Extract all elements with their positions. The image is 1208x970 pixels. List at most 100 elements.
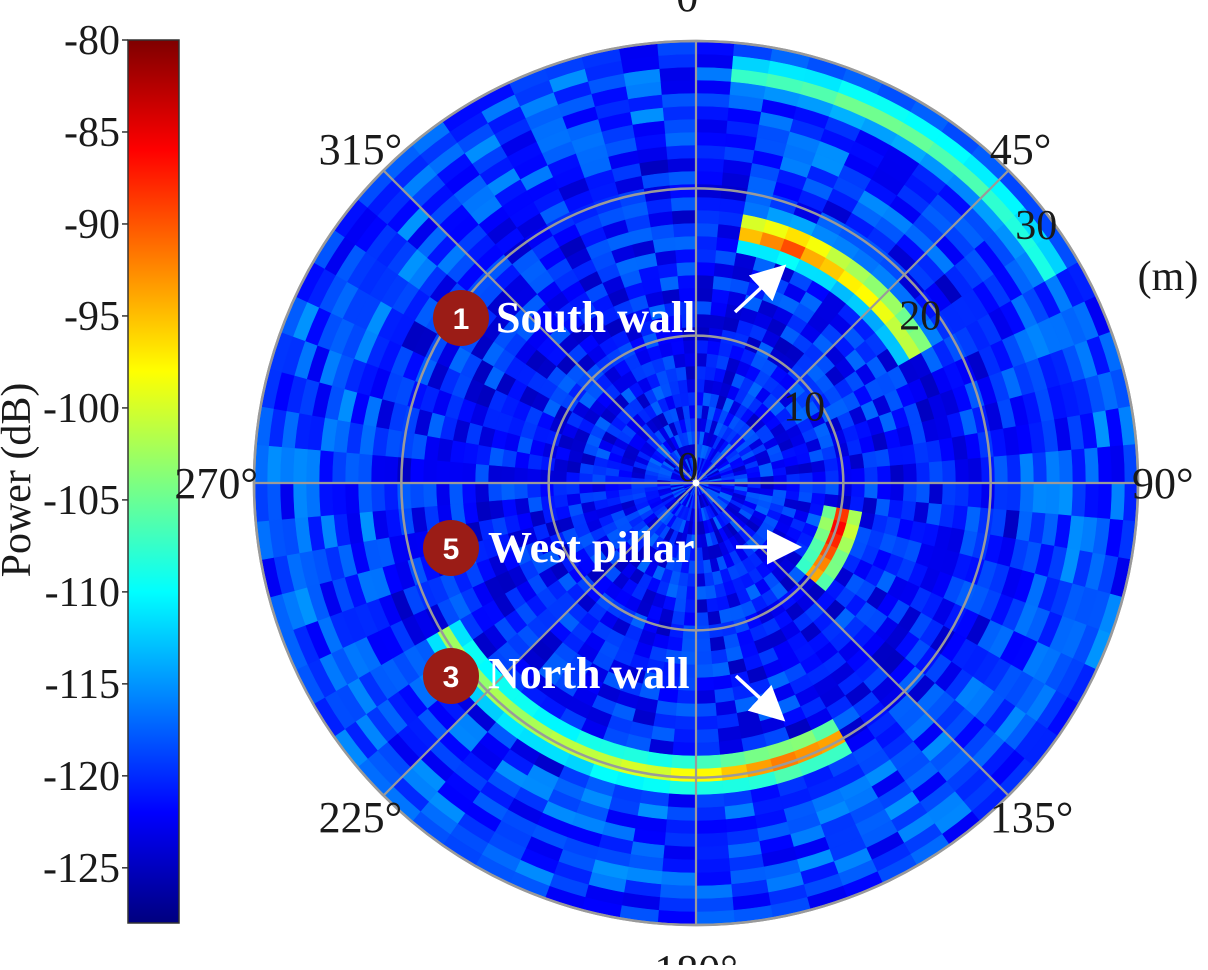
heatmap-cell [662, 845, 697, 861]
heatmap-cell [1019, 482, 1035, 513]
heatmap-cell [786, 482, 801, 493]
heatmap-cell [1110, 445, 1126, 484]
angular-tick-label: 0° [676, 0, 716, 21]
colorbar-tick: -95 [64, 294, 128, 340]
heatmap-cell [1058, 482, 1074, 517]
heatmap-cell [1071, 482, 1087, 518]
angular-tick-labels: 0° 45° 90° 135° 180° 225° 270° 315° [174, 0, 1193, 970]
heatmap-cell [889, 482, 905, 502]
angular-tick-label: 315° [319, 125, 403, 174]
heatmap-cell [318, 482, 334, 517]
heatmap-cell [695, 741, 721, 757]
heatmap-cell [552, 470, 567, 484]
heatmap-cell [331, 482, 347, 516]
heatmap-cell [695, 144, 726, 160]
heatmap-cell [667, 793, 697, 809]
heatmap-cell [357, 453, 373, 484]
colorbar-tick-label: -85 [64, 110, 120, 156]
angular-tick-label: 135° [990, 793, 1074, 842]
heatmap-cell [864, 482, 879, 500]
heatmap-cell [812, 471, 827, 484]
heatmap-cell [695, 248, 717, 264]
heatmap-cell [980, 456, 996, 484]
heatmap-cell [461, 482, 477, 504]
heatmap-cell [526, 467, 541, 484]
heatmap-cell [695, 105, 730, 121]
colorbar-tick-label: -105 [43, 478, 120, 524]
heatmap-cell [851, 467, 866, 484]
heatmap-cell [695, 157, 725, 173]
heatmap-cell [695, 196, 722, 212]
heatmap-cell [695, 586, 707, 601]
grid-spoke [695, 482, 1010, 797]
annotation-north-wall: 3 North wall [423, 648, 786, 722]
heatmap-cell [695, 53, 734, 69]
heatmap-cell [695, 897, 734, 913]
heatmap-cell [695, 209, 721, 225]
heatmap-cell [604, 482, 619, 492]
heatmap-cell [666, 806, 697, 822]
heatmap-cell [318, 449, 334, 484]
heatmap-cell [695, 235, 718, 251]
heatmap-cell [331, 450, 347, 484]
heatmap-cell [711, 661, 731, 678]
heatmap-cell [928, 461, 944, 484]
heatmap-cell [553, 493, 569, 509]
heatmap-cell [1084, 482, 1100, 519]
heatmap-cell [474, 463, 490, 484]
heatmap-cell [539, 482, 554, 497]
heatmap-cell [671, 209, 697, 225]
heatmap-cell [396, 456, 412, 484]
heatmap-cell [915, 462, 931, 484]
heatmap-cell [578, 472, 593, 484]
heatmap-cell [874, 448, 891, 468]
heatmap-cell [1045, 450, 1061, 484]
heatmap-cell [1019, 453, 1035, 484]
heatmap-cell [266, 482, 282, 521]
heatmap-cell [889, 464, 905, 484]
radial-tick-label: 0 [678, 445, 699, 491]
heatmap-cell [1097, 482, 1113, 520]
heatmap-cell [695, 170, 724, 186]
colorbar-ticks: -80 -85 -90 -95 -100 -105 -110 -115 -120 -125 [43, 18, 128, 892]
heatmap-cell [798, 462, 813, 475]
heatmap-cell [370, 454, 386, 484]
heatmap-cell [695, 767, 723, 783]
heatmap-cell [661, 858, 697, 874]
colorbar-tick: -90 [64, 202, 128, 248]
heatmap-cell [660, 79, 697, 95]
heatmap-cell [448, 482, 464, 505]
colorbar-tick: -125 [43, 846, 128, 892]
heatmap-cell [902, 482, 918, 503]
heatmap-cell [954, 458, 970, 484]
heatmap-cell [1097, 446, 1113, 484]
heatmap-cell [682, 625, 697, 640]
heatmap-cell [662, 105, 697, 121]
colorbar-tick-label: -125 [43, 846, 120, 892]
angular-tick-label: 180° [654, 946, 738, 965]
heatmap-cell [684, 352, 697, 367]
heatmap-cell [409, 457, 425, 484]
heatmap-cell [695, 625, 710, 640]
heatmap-cell [658, 897, 697, 913]
heatmap-cell [711, 288, 731, 305]
heatmap-cell [1006, 454, 1022, 484]
colorbar-tick: -80 [64, 18, 128, 64]
heatmap-cell [665, 131, 697, 147]
heatmap-cell [667, 157, 697, 173]
heatmap-cell [591, 473, 606, 484]
heatmap-cell [712, 275, 733, 292]
heatmap-cell [705, 597, 719, 613]
heatmap-cell [695, 651, 713, 666]
heatmap-cell [676, 261, 697, 277]
heatmap-cell [695, 378, 706, 393]
heatmap-cell [823, 457, 839, 473]
heatmap-cell [967, 457, 983, 484]
heatmap-cell [292, 447, 308, 484]
annotation-badge [423, 520, 479, 576]
colorbar-tick-label: -90 [64, 202, 120, 248]
heatmap-cell [591, 482, 606, 493]
heatmap-cell [695, 79, 732, 95]
heatmap-cell [675, 248, 697, 264]
annotation-label: North wall [488, 649, 690, 698]
